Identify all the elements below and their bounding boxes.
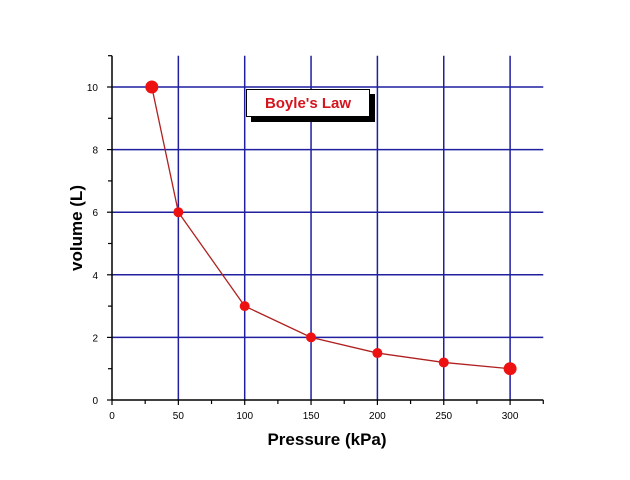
y-axis-title: volume (L) <box>67 185 86 271</box>
x-tick-label: 150 <box>303 411 320 422</box>
x-axis-title: Pressure (kPa) <box>267 430 386 449</box>
y-tick-label: 0 <box>92 396 98 407</box>
data-point-marker <box>438 357 449 368</box>
tick-labels: 0 50 100 150 200 250 300 0 2 4 6 8 10 <box>87 83 519 422</box>
y-tick-label: 2 <box>92 333 98 344</box>
data-point-marker <box>173 207 184 218</box>
y-tick-label: 4 <box>92 271 98 282</box>
y-tick-label: 8 <box>92 146 98 157</box>
x-tick-label: 100 <box>236 411 253 422</box>
series-line <box>151 86 511 370</box>
x-tick-label: 300 <box>502 411 519 422</box>
x-tick-label: 250 <box>435 411 452 422</box>
data-point-marker <box>372 348 383 359</box>
data-point-marker <box>306 332 317 343</box>
data-point-marker <box>239 301 250 312</box>
data-series <box>145 80 517 376</box>
x-tick-label: 200 <box>369 411 386 422</box>
data-point-marker <box>145 80 159 94</box>
y-tick-label: 6 <box>92 208 98 219</box>
chart-legend: Boyle's Law <box>246 89 370 117</box>
y-tick-label: 10 <box>87 83 99 94</box>
data-point-marker <box>503 362 517 376</box>
axes <box>107 55 544 405</box>
legend-label: Boyle's Law <box>264 94 352 112</box>
x-tick-label: 50 <box>173 411 185 422</box>
x-tick-label: 0 <box>109 411 115 422</box>
